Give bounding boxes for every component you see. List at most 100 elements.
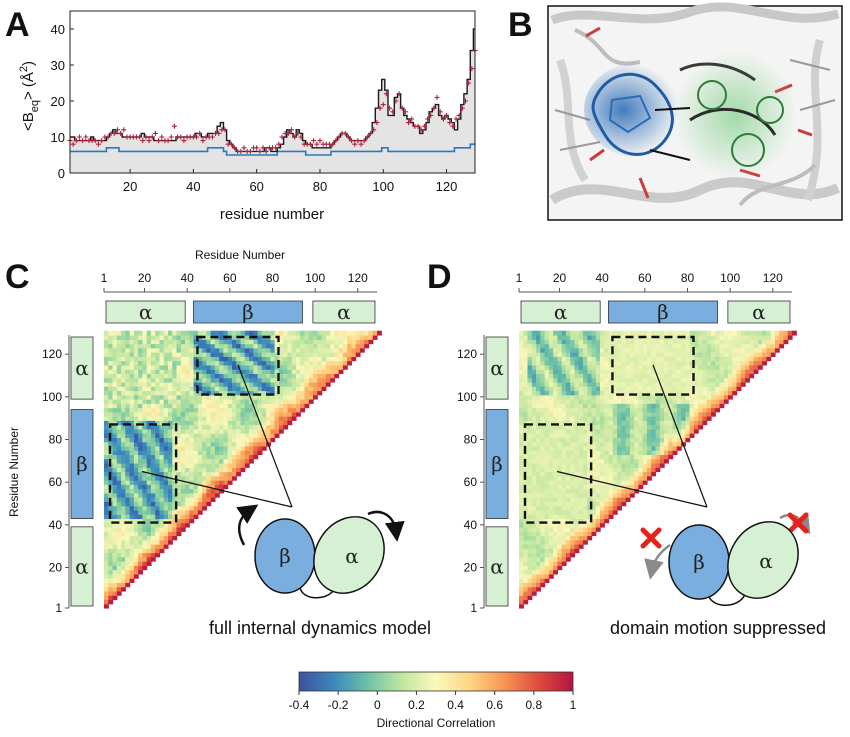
heatmap-cell bbox=[689, 381, 695, 387]
heatmap-cell bbox=[540, 352, 546, 357]
heatmap-cell bbox=[142, 454, 148, 460]
heatmap-cell bbox=[583, 522, 588, 528]
heatmap-cell bbox=[116, 399, 122, 404]
heatmap-cell bbox=[197, 373, 203, 379]
heatmap-cell bbox=[523, 582, 529, 588]
heatmap-cell bbox=[536, 471, 541, 477]
heatmap-cell bbox=[548, 403, 554, 409]
experimental-data-point bbox=[121, 127, 127, 133]
heatmap-cell bbox=[617, 403, 622, 409]
heatmap-cell bbox=[159, 339, 165, 345]
beta-domain-label: β bbox=[693, 550, 705, 574]
heatmap-cell bbox=[685, 437, 691, 443]
heatmap-cell bbox=[121, 505, 126, 511]
heatmap-cell bbox=[536, 420, 541, 426]
experimental-data-point bbox=[156, 138, 162, 144]
heatmap-cell bbox=[249, 369, 254, 374]
heatmap-cell bbox=[138, 484, 143, 490]
heatmap-cell bbox=[108, 578, 114, 583]
heatmap-cell bbox=[108, 586, 114, 592]
heatmap-cell bbox=[655, 339, 661, 345]
heatmap-cell bbox=[659, 360, 665, 366]
heatmap-cell bbox=[197, 433, 203, 438]
heatmap-cell bbox=[681, 390, 686, 396]
heatmap-cell bbox=[689, 416, 695, 421]
heatmap-cell bbox=[155, 339, 161, 345]
heatmap-cell bbox=[125, 501, 131, 507]
heatmap-cell bbox=[116, 369, 122, 374]
heatmap-cell bbox=[129, 394, 135, 400]
heatmap-cell bbox=[561, 416, 567, 421]
heatmap-cell bbox=[565, 433, 571, 438]
heatmap-cell bbox=[227, 467, 233, 473]
heatmap-cell bbox=[236, 381, 242, 387]
heatmap-cell bbox=[287, 373, 293, 379]
experimental-data-point bbox=[295, 130, 301, 136]
heatmap-cell bbox=[172, 403, 178, 409]
heatmap-cell bbox=[244, 437, 250, 443]
heatmap-cell bbox=[150, 373, 156, 379]
heatmap-cell bbox=[304, 343, 310, 349]
heatmap-cell bbox=[749, 335, 755, 340]
heatmap-cell bbox=[519, 480, 524, 485]
heatmap-cell bbox=[655, 347, 661, 353]
heatmap-cell bbox=[583, 335, 588, 340]
heatmap-cell bbox=[693, 428, 699, 434]
heatmap-cell bbox=[116, 497, 122, 502]
heatmap-cell bbox=[536, 454, 541, 460]
heatmap-cell bbox=[125, 394, 131, 400]
heatmap-cell bbox=[565, 373, 571, 379]
heatmap-cell bbox=[197, 463, 203, 468]
heatmap-cell bbox=[197, 330, 203, 336]
heatmap-cell bbox=[364, 343, 370, 349]
heatmap-cell bbox=[591, 518, 597, 524]
heatmap-cell bbox=[172, 509, 178, 515]
experimental-data-point bbox=[330, 141, 336, 147]
heatmap-cell bbox=[308, 364, 314, 370]
heatmap-cell bbox=[647, 454, 652, 460]
heatmap-cell bbox=[291, 339, 297, 345]
heatmap-cell bbox=[155, 360, 161, 366]
heatmap-cell bbox=[642, 458, 648, 464]
heatmap-cell bbox=[548, 573, 554, 579]
heatmap-cell bbox=[116, 556, 122, 562]
heatmap-cell bbox=[121, 356, 126, 362]
heatmap-cell bbox=[155, 450, 161, 456]
heatmap-cell bbox=[317, 330, 323, 336]
heatmap-cell bbox=[642, 381, 648, 387]
heatmap-cell bbox=[240, 377, 246, 383]
heatmap-cell bbox=[540, 565, 546, 571]
heatmap-cell bbox=[693, 364, 699, 370]
heatmap-cell bbox=[172, 497, 178, 502]
heatmap-cell bbox=[193, 454, 199, 460]
heatmap-cell bbox=[112, 347, 118, 353]
heatmap-cell bbox=[193, 403, 199, 409]
heatmap-cell bbox=[736, 356, 742, 362]
heatmap-cell bbox=[104, 595, 109, 601]
heatmap-cell bbox=[291, 377, 297, 383]
heatmap-cell bbox=[206, 433, 212, 438]
heatmap-cell bbox=[578, 509, 584, 515]
heatmap-cell bbox=[125, 548, 131, 554]
heatmap-cell bbox=[138, 450, 143, 456]
heatmap-cell bbox=[638, 403, 644, 409]
heatmap-cell bbox=[531, 505, 537, 511]
heatmap-cell bbox=[655, 424, 661, 430]
heatmap-cell bbox=[104, 424, 109, 430]
heatmap-cell bbox=[638, 458, 644, 464]
heatmap-cell bbox=[591, 330, 597, 336]
heatmap-cell bbox=[689, 424, 695, 430]
heatmap-cell bbox=[664, 458, 669, 464]
heatmap-cell bbox=[155, 509, 161, 515]
heatmap-cell bbox=[655, 467, 661, 473]
heatmap-cell bbox=[257, 424, 263, 430]
heatmap-cell bbox=[749, 352, 755, 357]
heatmap-cell bbox=[565, 463, 571, 468]
heatmap-cell bbox=[544, 330, 550, 336]
experimental-data-point bbox=[209, 134, 215, 140]
heatmap-cell bbox=[244, 428, 250, 434]
heatmap-cell bbox=[121, 548, 126, 554]
heatmap-cell bbox=[193, 509, 199, 515]
heatmap-cell bbox=[133, 518, 139, 524]
heatmap-cell bbox=[561, 352, 567, 357]
